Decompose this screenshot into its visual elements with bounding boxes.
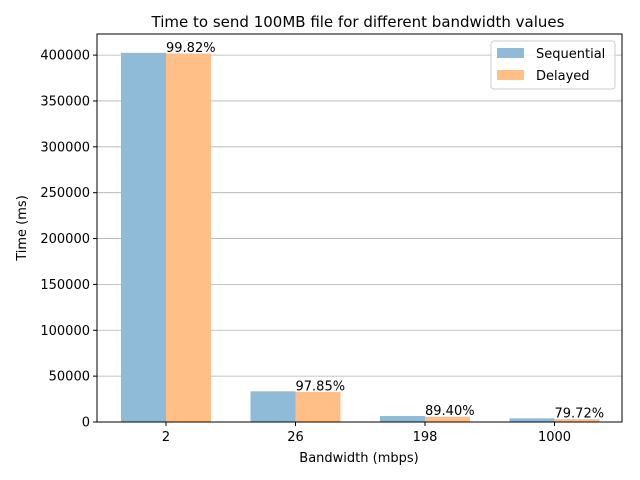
x-tick-label: 26 [287, 430, 304, 445]
bar-delayed-2 [166, 53, 211, 422]
chart-title: Time to send 100MB file for different ba… [151, 13, 565, 31]
x-tick-label: 1000 [538, 430, 571, 445]
data-labels: 99.82% 97.85% 89.40% 79.72% [166, 41, 604, 422]
data-label: 89.40% [425, 404, 475, 419]
bar-sequential-26 [250, 391, 296, 422]
y-axis-label: Time (ms) [15, 195, 30, 262]
plot-area-frame [96, 33, 623, 423]
x-axis-label: Bandwidth (mbps) [299, 451, 418, 466]
legend-swatch-sequential [497, 48, 524, 58]
bar-sequential-198 [380, 416, 425, 422]
x-tick-label: 198 [413, 430, 438, 445]
bar-sequential-1000 [509, 418, 555, 422]
x-axis-ticks: 2 26 198 1000 [162, 422, 571, 445]
y-tick-label: 250000 [40, 186, 90, 201]
data-label: 79.72% [555, 406, 605, 421]
bar-delayed-1000 [554, 419, 600, 422]
y-tick-label: 200000 [40, 232, 90, 247]
legend-label-delayed: Delayed [536, 69, 590, 84]
bars [121, 52, 600, 423]
bar-delayed-26 [295, 391, 341, 422]
y-tick-label: 0 [82, 416, 90, 431]
data-label: 99.82% [166, 41, 216, 56]
bar-sequential-2 [121, 52, 166, 423]
y-tick-label: 150000 [40, 278, 90, 293]
y-tick-label: 50000 [49, 370, 90, 385]
bar-delayed-198 [425, 416, 470, 422]
y-tick-label: 300000 [40, 140, 90, 155]
legend-swatch-delayed [497, 70, 524, 80]
y-axis-ticks: 0 50000 100000 150000 200000 250000 300000 3500… [40, 49, 97, 431]
x-tick-label: 2 [162, 430, 170, 445]
y-tick-label: 400000 [40, 49, 90, 64]
legend-label-sequential: Sequential [536, 47, 605, 62]
data-label: 97.85% [296, 379, 346, 394]
legend: Sequential Delayed [490, 40, 616, 90]
y-tick-label: 350000 [40, 94, 90, 109]
y-tick-label: 100000 [40, 324, 90, 339]
